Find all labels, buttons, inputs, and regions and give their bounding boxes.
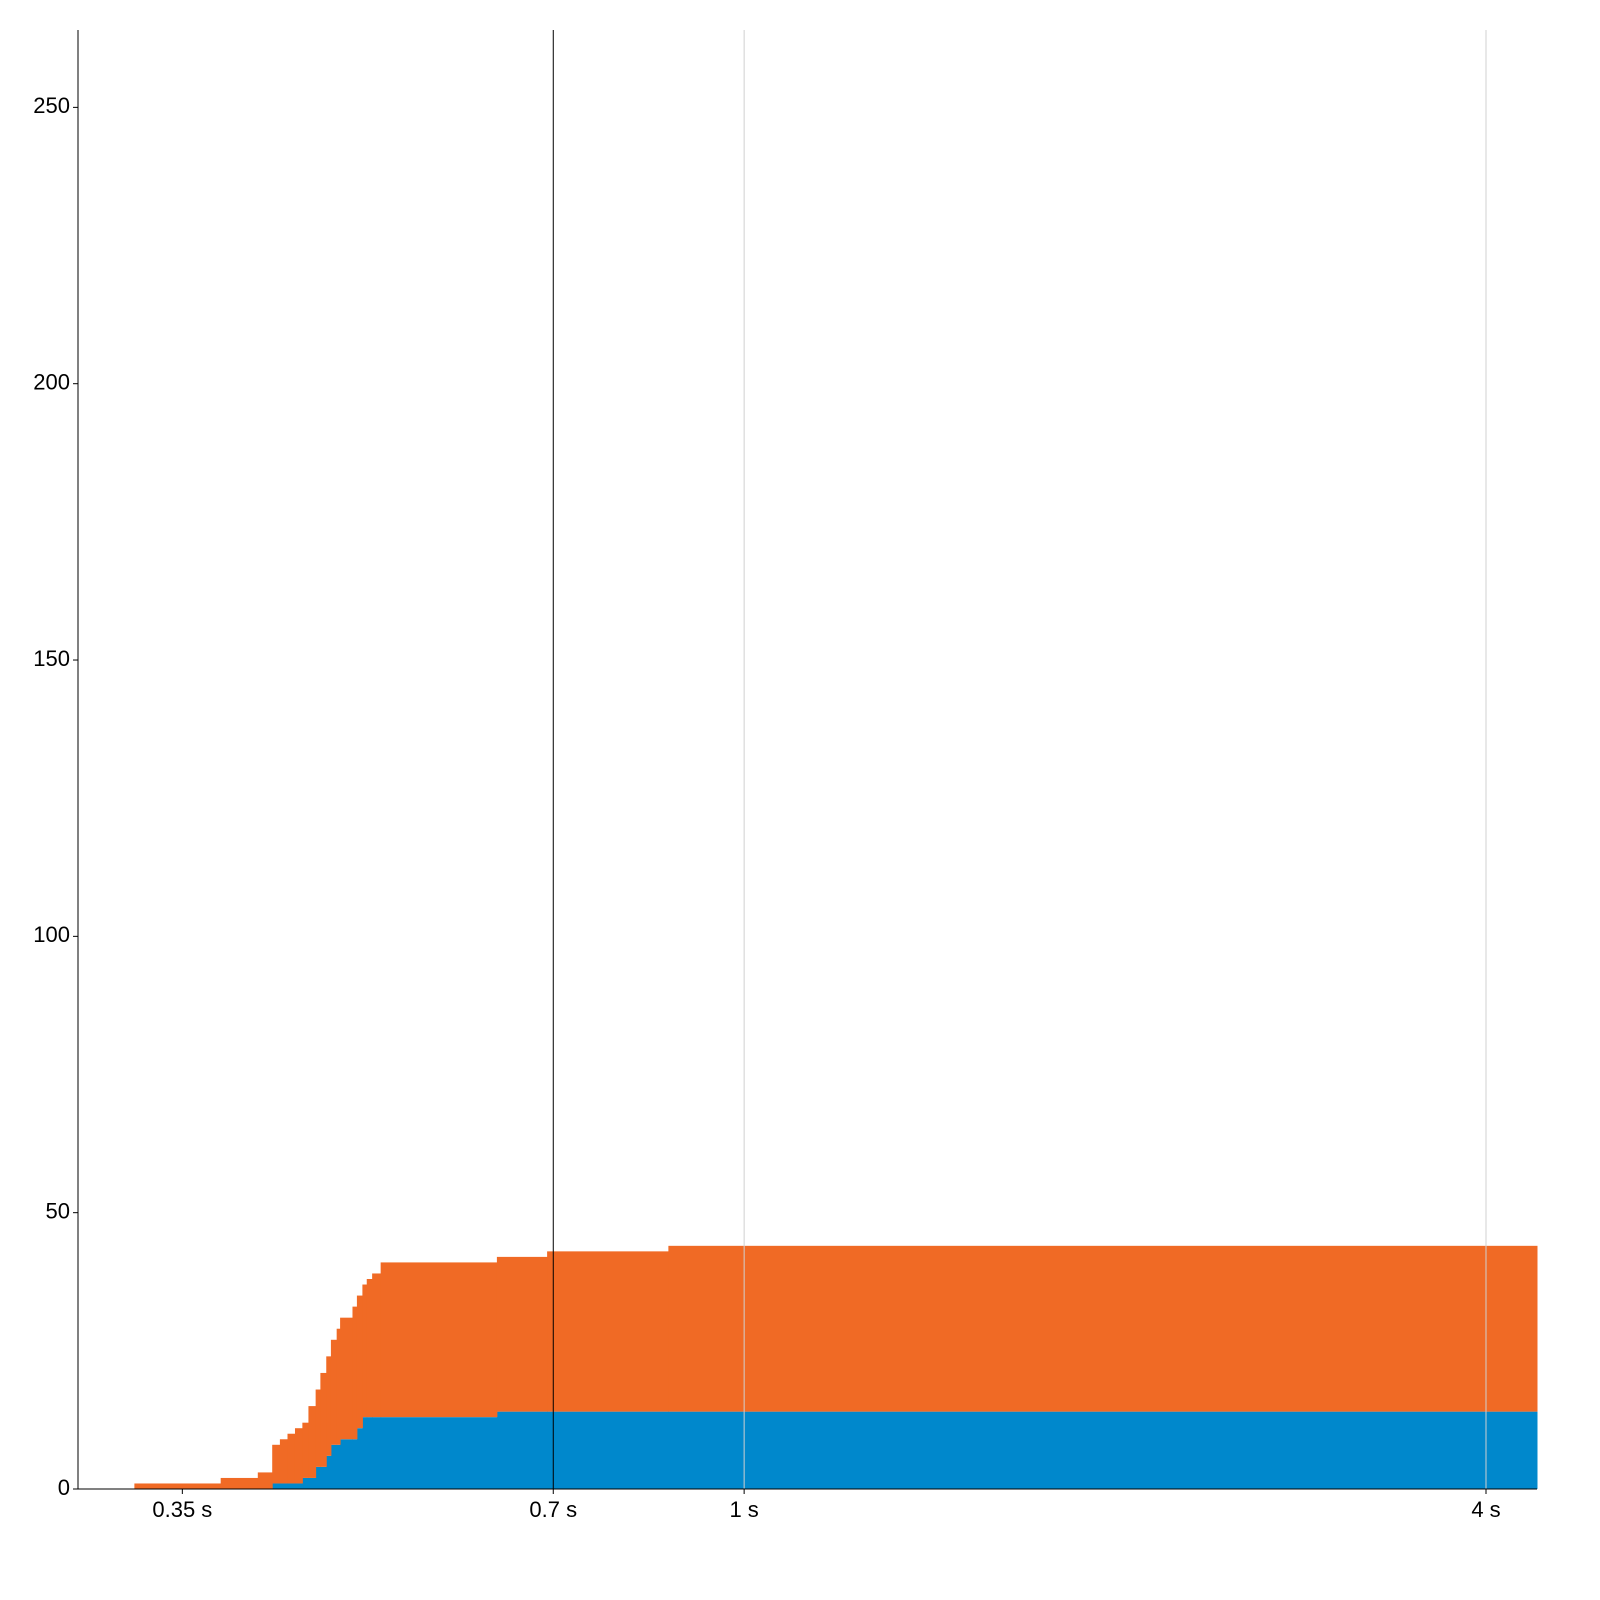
step-area — [340, 1439, 353, 1489]
y-tick-label: 50 — [46, 1198, 70, 1223]
x-tick-label: 1 s — [729, 1497, 758, 1522]
step-area — [308, 1406, 317, 1478]
y-tick-label: 200 — [33, 370, 70, 395]
step-area — [362, 1417, 368, 1489]
step-area — [547, 1251, 669, 1412]
step-area — [330, 1444, 338, 1489]
step-area — [272, 1483, 281, 1489]
step-area — [496, 1256, 548, 1412]
step-area — [320, 1372, 327, 1467]
step-area — [372, 1417, 382, 1489]
step-area — [302, 1422, 309, 1478]
step-area — [668, 1411, 1538, 1489]
x-tick-label: 0.7 s — [529, 1497, 577, 1522]
step-area — [547, 1411, 669, 1489]
step-area — [315, 1466, 321, 1489]
step-area — [315, 1389, 321, 1467]
step-area — [668, 1245, 1538, 1412]
step-area — [380, 1262, 498, 1418]
step-area — [366, 1417, 373, 1489]
step-area — [294, 1483, 303, 1489]
y-tick-label: 0 — [58, 1475, 70, 1500]
step-area — [340, 1317, 353, 1440]
y-tick-label: 150 — [33, 646, 70, 671]
step-area — [356, 1295, 363, 1429]
step-area — [330, 1339, 338, 1445]
step-area — [326, 1356, 332, 1456]
y-tick-label: 250 — [33, 93, 70, 118]
step-area — [366, 1278, 373, 1418]
step-area — [287, 1483, 296, 1489]
step-area — [320, 1466, 327, 1489]
x-tick-label: 0.35 s — [152, 1497, 212, 1522]
step-area — [294, 1428, 303, 1484]
step-area — [356, 1428, 363, 1489]
step-area — [279, 1439, 288, 1484]
step-area — [362, 1284, 368, 1418]
step-area — [257, 1472, 273, 1489]
step-area — [352, 1306, 358, 1440]
step-area — [380, 1417, 498, 1489]
step-area — [272, 1444, 281, 1484]
step-area — [352, 1439, 358, 1489]
step-area — [220, 1477, 259, 1489]
step-area — [326, 1455, 332, 1489]
step-area — [287, 1433, 296, 1484]
step-area — [496, 1411, 548, 1489]
step-area — [336, 1444, 341, 1489]
x-tick-label: 4 s — [1471, 1497, 1500, 1522]
step-area — [336, 1328, 341, 1445]
step-area — [302, 1477, 309, 1489]
step-area — [134, 1483, 222, 1489]
step-area — [308, 1477, 317, 1489]
step-area — [279, 1483, 288, 1489]
y-tick-label: 100 — [33, 922, 70, 947]
step-area — [372, 1273, 382, 1418]
